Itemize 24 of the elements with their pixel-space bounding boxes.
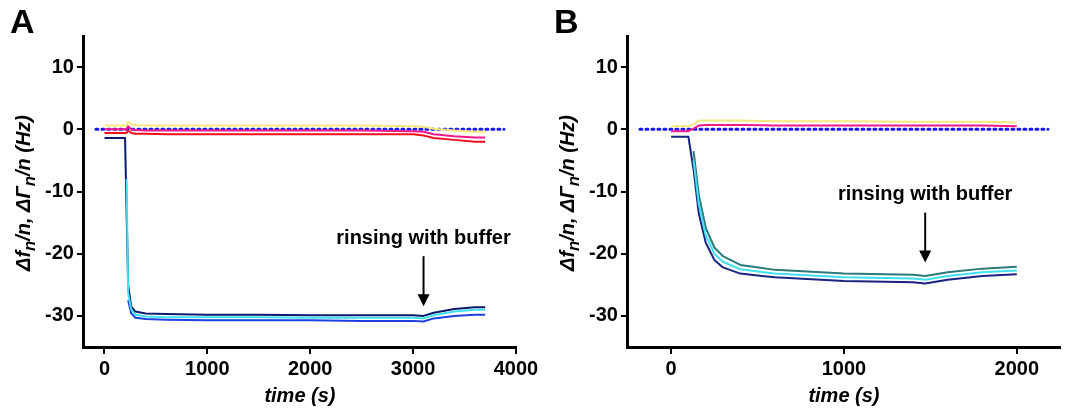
- annotation: rinsing with buffer: [837, 182, 1013, 205]
- x-axis-title: time (s): [264, 383, 336, 406]
- y-tick-label: -30: [45, 303, 74, 326]
- chart-title: A: [10, 2, 35, 41]
- x-tick-label: 1000: [185, 356, 230, 379]
- chart-title: B: [554, 2, 579, 41]
- y-tick-label: 10: [595, 54, 618, 77]
- x-tick-label: 0: [98, 356, 111, 379]
- y-tick-label: -10: [589, 179, 618, 202]
- x-tick-label: 2000: [994, 356, 1040, 379]
- annotation: rinsing with buffer: [336, 225, 511, 248]
- x-tick-label: 1000: [821, 356, 867, 379]
- y-tick-label: 10: [51, 54, 74, 77]
- x-tick-label: 2000: [287, 356, 333, 379]
- x-tick-label: 3000: [390, 356, 436, 379]
- y-tick-label: -30: [589, 303, 618, 326]
- x-tick-label: 0: [665, 356, 677, 379]
- x-axis-title: time (s): [808, 383, 880, 406]
- y-tick-label: -20: [45, 241, 74, 264]
- y-tick-label: -10: [45, 179, 74, 202]
- y-tick-label: 0: [606, 116, 618, 139]
- y-tick-label: -20: [589, 241, 618, 264]
- x-tick-label: 4000: [493, 356, 539, 379]
- y-tick-label: 0: [62, 116, 74, 139]
